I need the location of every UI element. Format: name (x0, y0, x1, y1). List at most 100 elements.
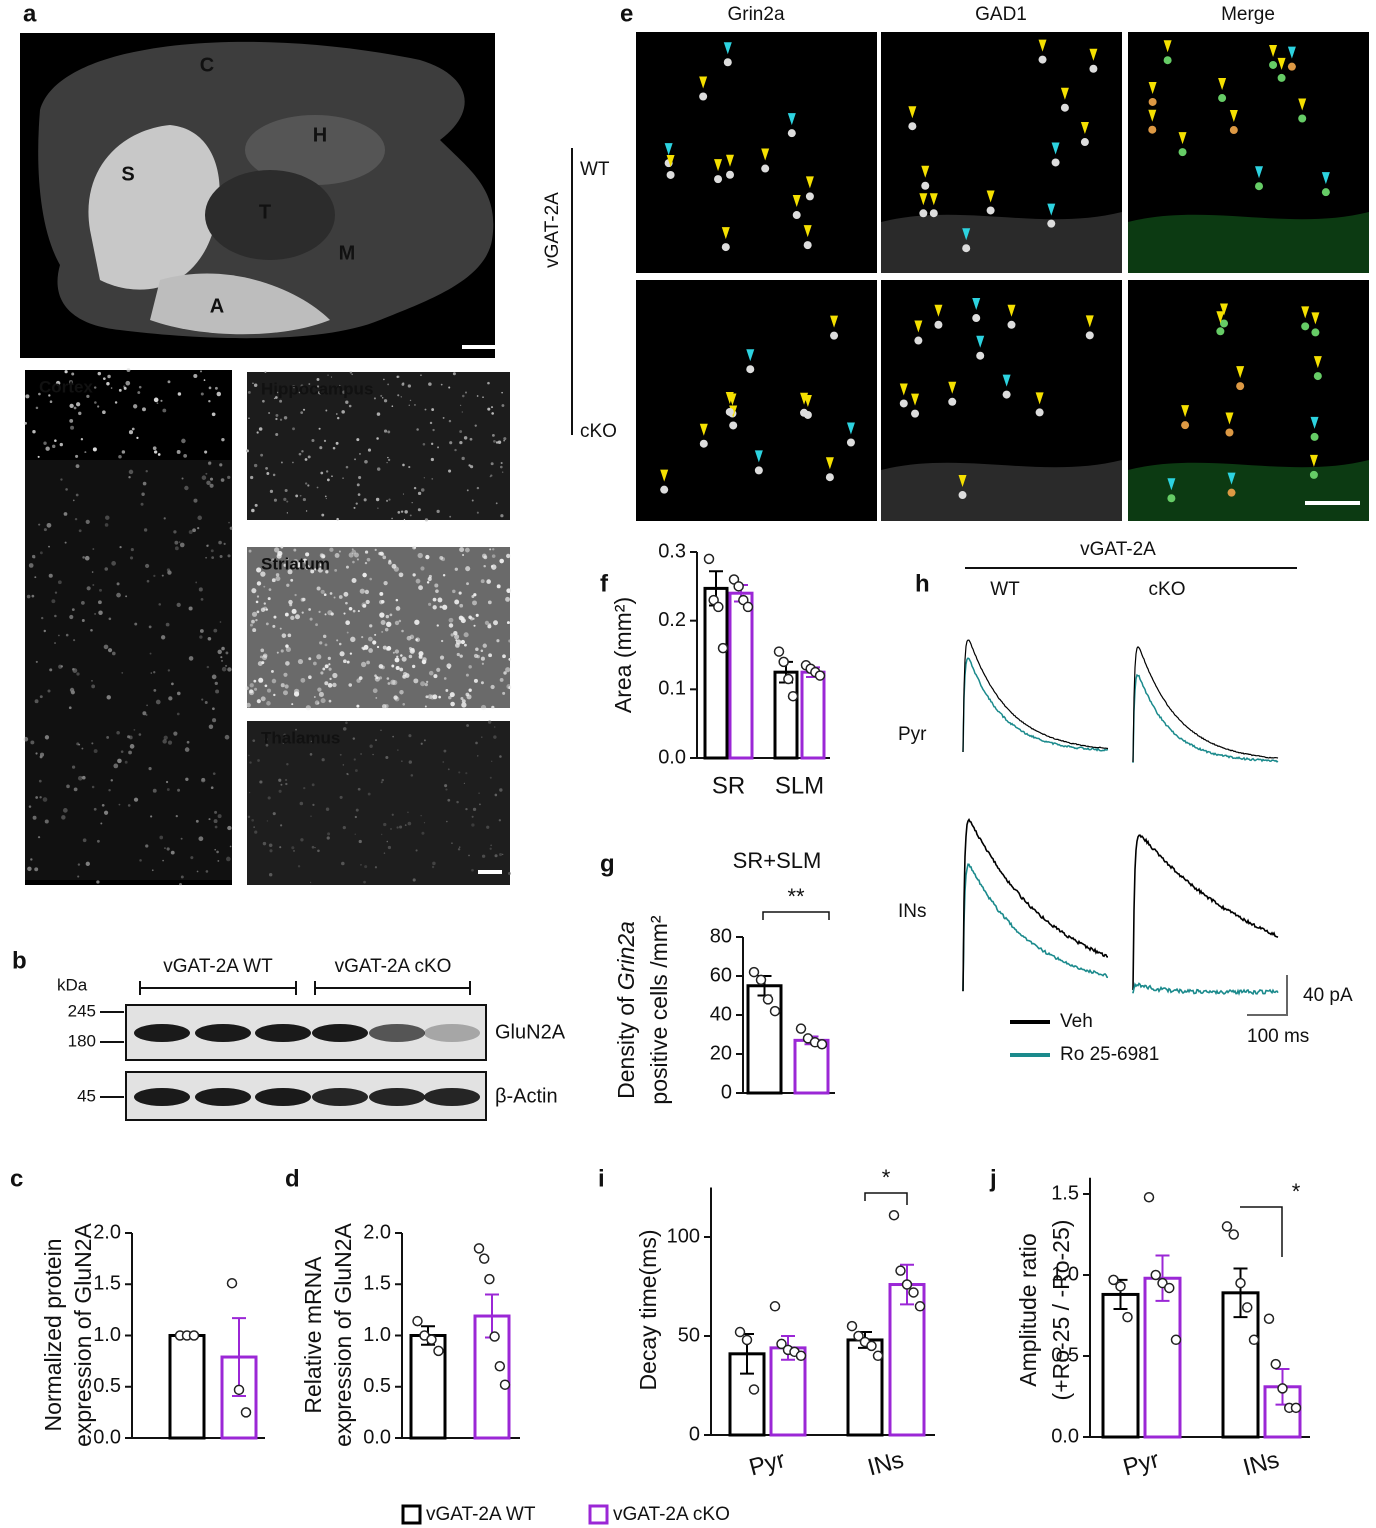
cell-speck (424, 705, 427, 708)
cell-speck (442, 574, 446, 577)
cell-speck (503, 439, 505, 442)
cell-speck (268, 843, 273, 848)
cell-speck (469, 465, 474, 469)
cell-speck (479, 803, 481, 806)
cell-speck (279, 627, 282, 630)
cell-speck (379, 612, 385, 618)
arrow (787, 113, 796, 126)
data-point (776, 1338, 787, 1350)
cell-speck (345, 565, 349, 569)
cell (1313, 372, 1322, 381)
cell (1255, 182, 1264, 191)
cell (1089, 64, 1098, 73)
cell-speck (162, 408, 167, 413)
cell-speck (408, 465, 411, 469)
cell-speck (295, 494, 299, 498)
cell-speck (280, 461, 283, 464)
cell-speck (428, 382, 432, 386)
cell-speck (401, 656, 407, 662)
bar (473, 1314, 511, 1440)
cell-speck (75, 454, 79, 458)
cell-speck (286, 583, 290, 587)
cell-speck (434, 583, 439, 588)
cell-speck (433, 674, 438, 679)
cell-speck (290, 578, 294, 582)
cell-speck (429, 421, 433, 425)
cell-speck (279, 846, 282, 849)
cell-speck (271, 578, 276, 583)
arrow (660, 469, 669, 482)
column-label: GAD1 (975, 4, 1027, 25)
cell-speck (456, 800, 459, 804)
inset-label: Hippocampus (261, 379, 373, 398)
cell-speck (420, 742, 423, 745)
data-point (1270, 1358, 1281, 1370)
cell-speck (268, 411, 271, 415)
cell (914, 336, 923, 345)
arrow (746, 349, 755, 362)
cell-speck (339, 795, 343, 799)
micrograph (636, 280, 877, 521)
cell-speck (251, 611, 258, 617)
cell-speck (473, 624, 476, 627)
cell (660, 485, 669, 494)
bar (800, 670, 826, 760)
bar (1143, 1276, 1182, 1439)
cell-speck (468, 464, 471, 467)
cell-speck (80, 438, 84, 441)
significance-bracket (864, 1192, 908, 1205)
cell (911, 409, 920, 418)
cell-speck (483, 555, 488, 560)
cell-speck (374, 548, 377, 551)
cell-speck (397, 394, 400, 397)
panel-letter: i (598, 1165, 605, 1192)
cell-speck (250, 475, 254, 480)
cell (1047, 219, 1056, 228)
cell-speck (508, 686, 512, 690)
cell-speck (471, 595, 475, 598)
data-point (733, 581, 744, 592)
cell-speck (246, 702, 251, 708)
cell (1298, 114, 1307, 123)
cell-speck (482, 643, 487, 648)
cell-speck (490, 684, 495, 690)
cell-speck (332, 446, 336, 450)
cell-speck (494, 793, 498, 797)
data-point (489, 1331, 500, 1342)
cell (1321, 188, 1330, 197)
cell-speck (500, 514, 504, 518)
cell-speck (402, 463, 405, 467)
cell-speck (473, 678, 478, 683)
cell-speck (208, 399, 211, 403)
cell-speck (256, 581, 262, 586)
cell-speck (345, 620, 350, 626)
cell-speck (321, 513, 325, 517)
cell-speck (427, 694, 433, 700)
cortex-tissue (25, 460, 232, 880)
cell-speck (448, 617, 454, 623)
data-point (233, 1384, 245, 1396)
cell (958, 491, 967, 500)
data-point (1242, 1302, 1253, 1313)
cell-speck (482, 396, 484, 398)
cell-speck (251, 619, 255, 624)
cell-speck (386, 462, 388, 464)
cell-speck (297, 865, 301, 868)
cell-speck (360, 864, 362, 866)
current-trace (1132, 982, 1279, 996)
data-point (748, 1384, 760, 1395)
cell-speck (328, 663, 331, 666)
cell-speck (97, 405, 100, 408)
panel-letter: a (23, 0, 37, 27)
data-point (1150, 1269, 1161, 1281)
cell-speck (386, 677, 390, 680)
cell-speck (455, 639, 458, 642)
cell-speck (336, 639, 339, 642)
scale-bar (1247, 975, 1288, 1016)
cell-speck (331, 475, 333, 478)
cell-speck (385, 755, 389, 759)
data-point (895, 1265, 906, 1276)
cell-speck (391, 813, 394, 816)
cell-speck (459, 440, 463, 445)
panel-letter: e (620, 0, 633, 27)
